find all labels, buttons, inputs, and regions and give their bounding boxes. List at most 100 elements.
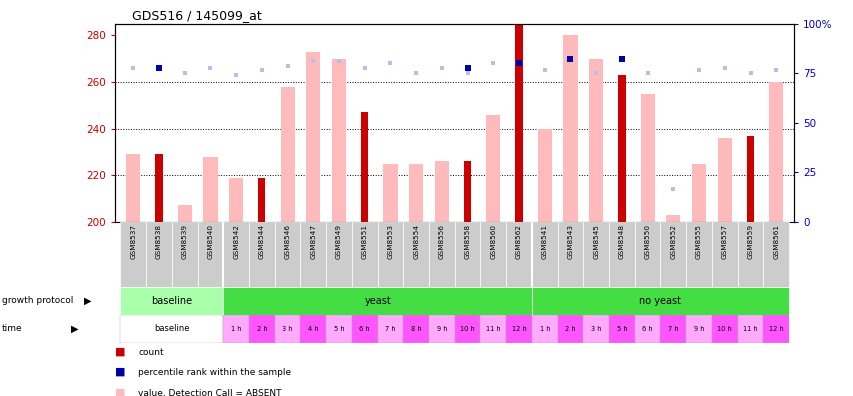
Bar: [403, 315, 428, 343]
Text: GSM8556: GSM8556: [438, 224, 444, 259]
Text: GSM8539: GSM8539: [182, 224, 188, 259]
Bar: [434, 161, 449, 222]
Text: time: time: [2, 324, 22, 333]
Bar: [515, 0, 522, 222]
Text: 11 h: 11 h: [742, 326, 757, 332]
Bar: [300, 222, 326, 287]
Text: GSM8549: GSM8549: [335, 224, 342, 259]
Bar: [197, 222, 223, 287]
Bar: [531, 287, 788, 315]
Bar: [746, 135, 753, 222]
Bar: [258, 177, 265, 222]
Bar: [326, 315, 351, 343]
Text: ▶: ▶: [84, 296, 91, 306]
Bar: [229, 177, 243, 222]
Bar: [454, 222, 480, 287]
Bar: [120, 222, 146, 287]
Bar: [120, 287, 223, 315]
Bar: [763, 315, 788, 343]
Text: GSM8537: GSM8537: [131, 224, 136, 259]
Bar: [249, 222, 275, 287]
Text: GSM8559: GSM8559: [746, 224, 752, 259]
Text: 8 h: 8 h: [410, 326, 421, 332]
Text: GSM8546: GSM8546: [284, 224, 290, 259]
Text: yeast: yeast: [363, 296, 391, 306]
Text: 5 h: 5 h: [616, 326, 626, 332]
Text: GSM8548: GSM8548: [618, 224, 624, 259]
Text: value, Detection Call = ABSENT: value, Detection Call = ABSENT: [138, 389, 281, 396]
Text: 4 h: 4 h: [308, 326, 318, 332]
Text: 3 h: 3 h: [590, 326, 601, 332]
Bar: [428, 222, 454, 287]
Text: 5 h: 5 h: [334, 326, 344, 332]
Bar: [557, 315, 583, 343]
Bar: [589, 59, 602, 222]
Text: no yeast: no yeast: [639, 296, 681, 306]
Text: 10 h: 10 h: [717, 326, 731, 332]
Bar: [608, 315, 634, 343]
Text: ▶: ▶: [71, 324, 78, 334]
Bar: [686, 315, 711, 343]
Text: GSM8557: GSM8557: [721, 224, 727, 259]
Bar: [177, 206, 192, 222]
Text: 3 h: 3 h: [282, 326, 293, 332]
Bar: [351, 222, 377, 287]
Bar: [223, 287, 531, 315]
Text: growth protocol: growth protocol: [2, 297, 73, 305]
Bar: [403, 222, 428, 287]
Bar: [351, 315, 377, 343]
Bar: [506, 222, 531, 287]
Text: 2 h: 2 h: [565, 326, 575, 332]
Bar: [634, 315, 659, 343]
Bar: [608, 222, 634, 287]
Bar: [711, 315, 737, 343]
Text: 12 h: 12 h: [768, 326, 783, 332]
Text: 7 h: 7 h: [667, 326, 678, 332]
Bar: [326, 222, 351, 287]
Bar: [583, 315, 608, 343]
Text: GSM8547: GSM8547: [310, 224, 316, 259]
Text: GSM8545: GSM8545: [593, 224, 599, 259]
Bar: [531, 222, 557, 287]
Text: GSM8543: GSM8543: [566, 224, 573, 259]
Text: GSM8558: GSM8558: [464, 224, 470, 259]
Text: 6 h: 6 h: [359, 326, 369, 332]
Bar: [146, 222, 171, 287]
Bar: [454, 315, 480, 343]
Text: GSM8553: GSM8553: [387, 224, 393, 259]
Bar: [126, 154, 140, 222]
Bar: [203, 156, 218, 222]
Bar: [557, 222, 583, 287]
Text: GSM8560: GSM8560: [490, 224, 496, 259]
Text: GSM8541: GSM8541: [541, 224, 547, 259]
Bar: [223, 222, 249, 287]
Bar: [463, 161, 471, 222]
Text: 9 h: 9 h: [436, 326, 447, 332]
Bar: [275, 315, 300, 343]
Text: GSM8550: GSM8550: [644, 224, 650, 259]
Text: GDS516 / 145099_at: GDS516 / 145099_at: [132, 9, 262, 22]
Bar: [640, 93, 654, 222]
Bar: [563, 35, 577, 222]
Bar: [769, 82, 782, 222]
Text: GSM8544: GSM8544: [258, 224, 264, 259]
Text: GSM8562: GSM8562: [515, 224, 521, 259]
Bar: [737, 222, 763, 287]
Text: ■: ■: [115, 388, 125, 396]
Bar: [120, 315, 223, 343]
Text: GSM8561: GSM8561: [772, 224, 778, 259]
Bar: [223, 315, 249, 343]
Bar: [377, 315, 403, 343]
Bar: [480, 222, 506, 287]
Bar: [686, 222, 711, 287]
Bar: [659, 222, 686, 287]
Bar: [428, 315, 454, 343]
Bar: [717, 138, 731, 222]
Bar: [275, 222, 300, 287]
Text: 7 h: 7 h: [385, 326, 395, 332]
Bar: [332, 59, 345, 222]
Bar: [665, 215, 680, 222]
Bar: [618, 75, 624, 222]
Text: 9 h: 9 h: [693, 326, 704, 332]
Bar: [583, 222, 608, 287]
